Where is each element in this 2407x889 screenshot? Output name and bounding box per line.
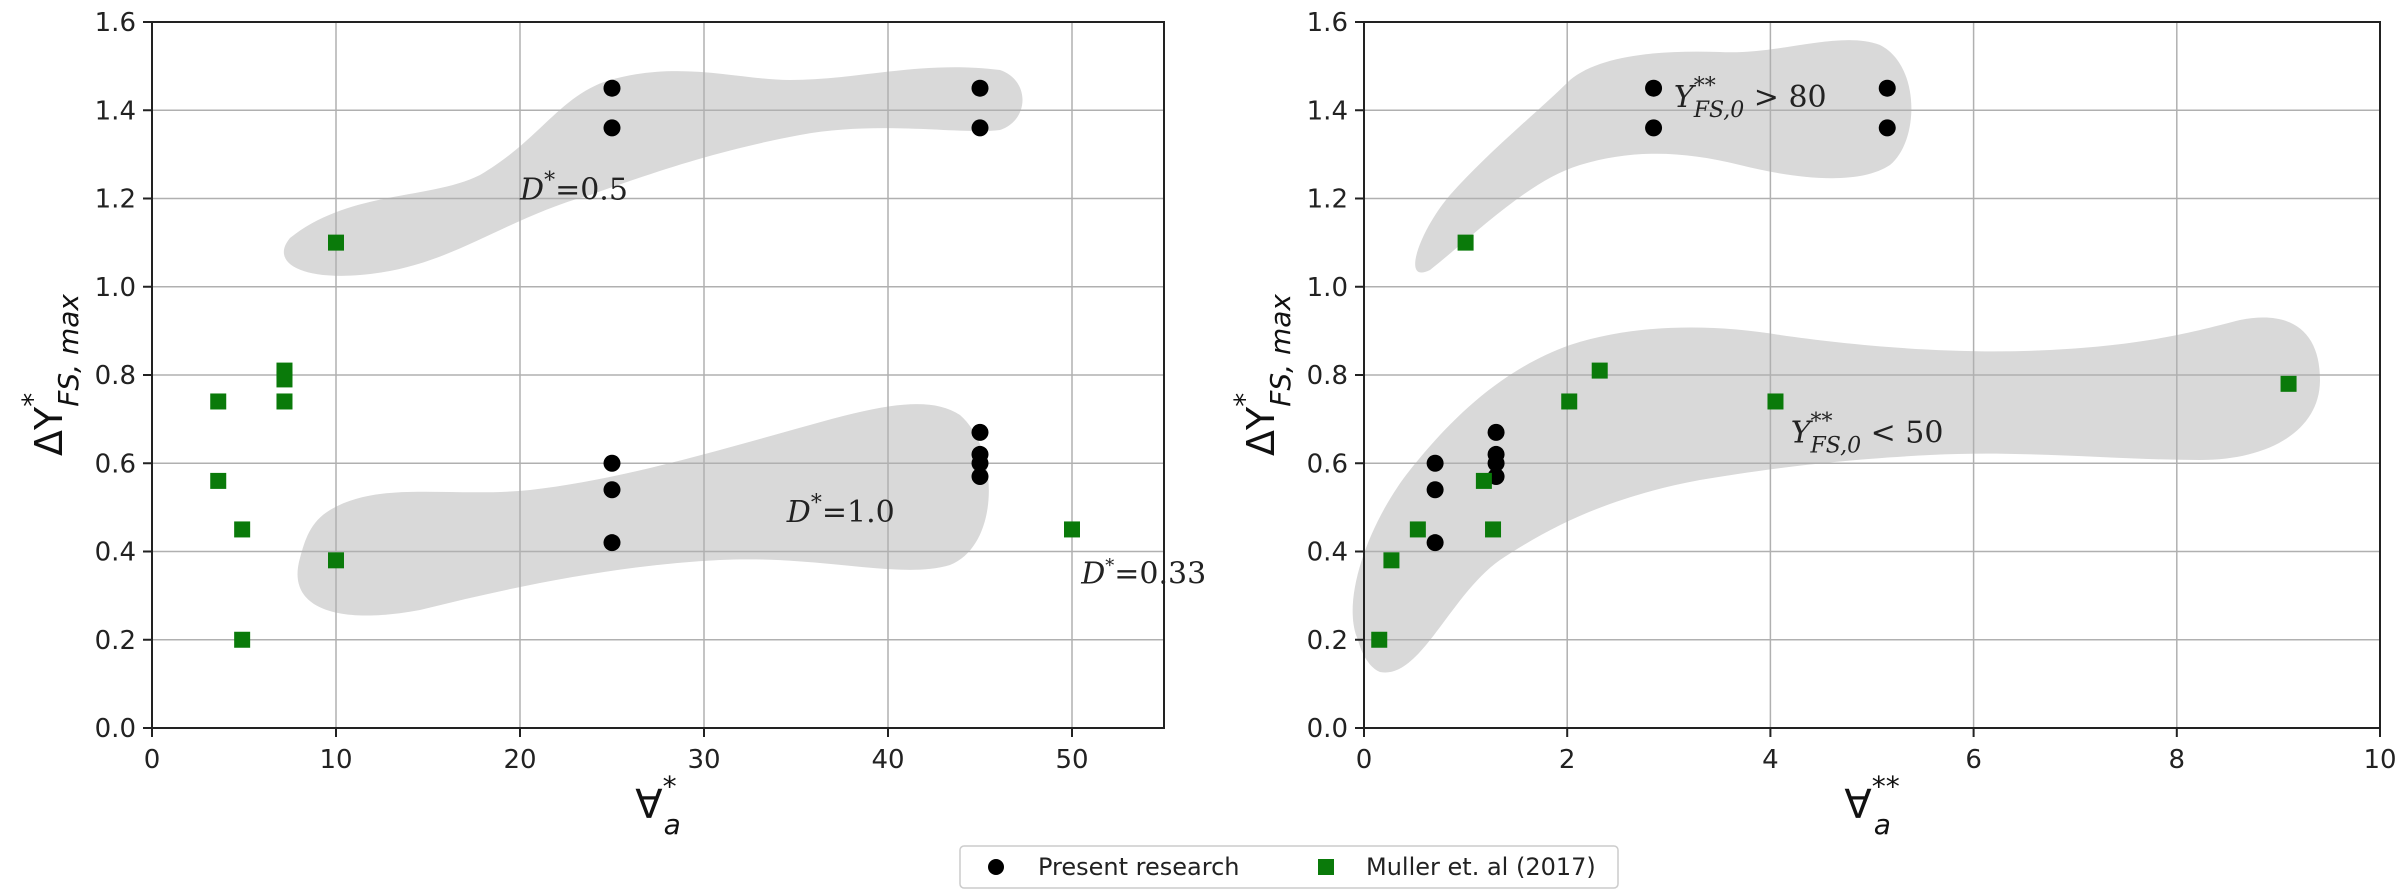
data-point-present-research bbox=[971, 467, 989, 485]
y-tick-label: 1.2 bbox=[95, 185, 136, 215]
y-tick-label: 0.8 bbox=[95, 361, 136, 391]
legend-marker-present-research bbox=[988, 859, 1004, 875]
y-axis-label: ΔY* FS, max bbox=[16, 294, 85, 456]
x-tick-label: 2 bbox=[1559, 745, 1576, 775]
highlight-regions bbox=[1352, 40, 2320, 673]
y-tick-label: 0.2 bbox=[95, 626, 136, 656]
data-point-present-research bbox=[603, 79, 621, 97]
y-tick-label: 1.0 bbox=[1307, 273, 1348, 303]
x-axis-label: ∀* a bbox=[635, 770, 681, 841]
data-point-present-research bbox=[1426, 481, 1444, 499]
x-tick-label: 50 bbox=[1055, 745, 1088, 775]
region-d-0.5 bbox=[283, 67, 1023, 276]
region-d-1.0 bbox=[297, 404, 989, 616]
x-tick-label: 0 bbox=[144, 745, 161, 775]
data-point-present-research bbox=[971, 454, 989, 472]
data-point-present-research bbox=[1487, 423, 1505, 441]
gridlines bbox=[151, 21, 1164, 729]
x-axis-label: ∀** a bbox=[1844, 770, 1899, 841]
data-point-muller bbox=[1371, 631, 1388, 648]
y-tick-label: 0.2 bbox=[1307, 626, 1348, 656]
data-point-muller bbox=[1475, 472, 1492, 489]
y-tick-label: 1.0 bbox=[95, 273, 136, 303]
left-scatter-panel: 0 10 20 30 40 50 0.0 0.2 0.4 0.6 0.8 1.0 1.2 1.4 1.6 D… bbox=[16, 8, 1206, 841]
y-tick-label: 1.4 bbox=[1307, 96, 1348, 126]
axis-ticks: 0 10 20 30 40 50 0.0 0.2 0.4 0.6 0.8 1.0 1.2 1.4 1.6 bbox=[95, 8, 1089, 775]
data-point-present-research bbox=[1645, 119, 1663, 137]
data-point-muller bbox=[328, 234, 344, 251]
x-tick-label: 20 bbox=[503, 745, 536, 775]
data-point-muller bbox=[210, 472, 227, 489]
right-scatter-panel: 0 2 4 6 8 10 0.0 0.2 0.4 0.6 0.8 1.0 1.2 1.4 1.6 Y** FS… bbox=[1228, 8, 2397, 841]
data-point-muller bbox=[1064, 521, 1080, 538]
data-point-present-research bbox=[1426, 534, 1444, 552]
data-point-present-research bbox=[603, 119, 621, 137]
data-point-muller bbox=[1485, 521, 1502, 538]
y-tick-label: 0.0 bbox=[95, 714, 136, 744]
data-points bbox=[1371, 79, 2297, 648]
data-point-present-research bbox=[603, 481, 621, 499]
y-tick-label: 0.4 bbox=[1307, 538, 1348, 568]
data-point-present-research bbox=[1487, 454, 1505, 472]
data-point-muller bbox=[1383, 552, 1400, 569]
annotations: D*=0.5 D*=1.0 D*=0.33 bbox=[519, 169, 1206, 592]
data-point-muller bbox=[276, 371, 293, 388]
x-tick-label: 10 bbox=[2363, 745, 2396, 775]
data-points bbox=[210, 79, 1080, 648]
region-annotation: Y** FS,0 < 50 bbox=[1791, 409, 1944, 458]
data-point-present-research bbox=[971, 79, 989, 97]
x-tick-label: 4 bbox=[1762, 745, 1779, 775]
data-point-muller bbox=[234, 631, 251, 648]
data-point-muller bbox=[2280, 375, 2297, 392]
y-tick-label: 0.6 bbox=[1307, 449, 1348, 479]
legend: Present research Muller et. al (2017) bbox=[959, 845, 1619, 889]
x-tick-label: 6 bbox=[1965, 745, 1982, 775]
x-tick-label: 8 bbox=[2169, 745, 2186, 775]
data-point-present-research bbox=[971, 119, 989, 137]
y-tick-label: 1.4 bbox=[95, 96, 136, 126]
legend-marker-muller bbox=[1318, 859, 1334, 875]
x-tick-label: 0 bbox=[1356, 745, 1373, 775]
region-annotation: D*=0.33 bbox=[1080, 556, 1206, 592]
legend-box bbox=[959, 845, 1619, 889]
data-point-present-research bbox=[1426, 454, 1444, 472]
annotations: Y** FS,0 > 80 Y** FS,0 < 50 bbox=[1674, 74, 1944, 458]
data-point-present-research bbox=[1878, 119, 1896, 137]
axis-ticks: 0 2 4 6 8 10 0.0 0.2 0.4 0.6 0.8 1.0 1.2 1.4 1.6 bbox=[1307, 8, 2397, 775]
y-tick-label: 1.6 bbox=[1307, 8, 1348, 38]
region-y-gt-80 bbox=[1415, 40, 1912, 273]
region-annotation: Y** FS,0 > 80 bbox=[1674, 74, 1827, 123]
region-y-lt-50 bbox=[1352, 317, 2320, 673]
x-tick-label: 10 bbox=[319, 745, 352, 775]
y-tick-label: 0.8 bbox=[1307, 361, 1348, 391]
y-tick-label: 1.2 bbox=[1307, 185, 1348, 215]
highlight-regions bbox=[283, 67, 1023, 616]
y-axis-label: ΔY* FS, max bbox=[1228, 294, 1297, 456]
y-tick-label: 1.6 bbox=[95, 8, 136, 38]
x-tick-label: 30 bbox=[687, 745, 720, 775]
region-annotation: D*=0.5 bbox=[519, 169, 628, 208]
data-point-muller bbox=[210, 393, 227, 410]
data-point-muller bbox=[276, 393, 293, 410]
y-tick-label: 0.0 bbox=[1307, 714, 1348, 744]
legend-label-present-research: Present research bbox=[1038, 853, 1240, 881]
data-point-muller bbox=[1561, 393, 1578, 410]
legend-label-muller: Muller et. al (2017) bbox=[1366, 853, 1596, 881]
data-point-muller bbox=[1591, 362, 1608, 379]
data-point-present-research bbox=[603, 534, 621, 552]
data-point-muller bbox=[328, 552, 344, 569]
data-point-muller bbox=[1457, 234, 1474, 251]
x-tick-label: 40 bbox=[871, 745, 904, 775]
region-annotation: D*=1.0 bbox=[786, 491, 895, 530]
y-tick-label: 0.4 bbox=[95, 538, 136, 568]
data-point-muller bbox=[234, 521, 251, 538]
data-point-muller bbox=[1409, 521, 1426, 538]
data-point-muller bbox=[1767, 393, 1784, 410]
data-point-present-research bbox=[1878, 79, 1896, 97]
y-tick-label: 0.6 bbox=[95, 449, 136, 479]
data-point-present-research bbox=[971, 423, 989, 441]
data-point-present-research bbox=[1645, 79, 1663, 97]
data-point-present-research bbox=[603, 454, 621, 472]
